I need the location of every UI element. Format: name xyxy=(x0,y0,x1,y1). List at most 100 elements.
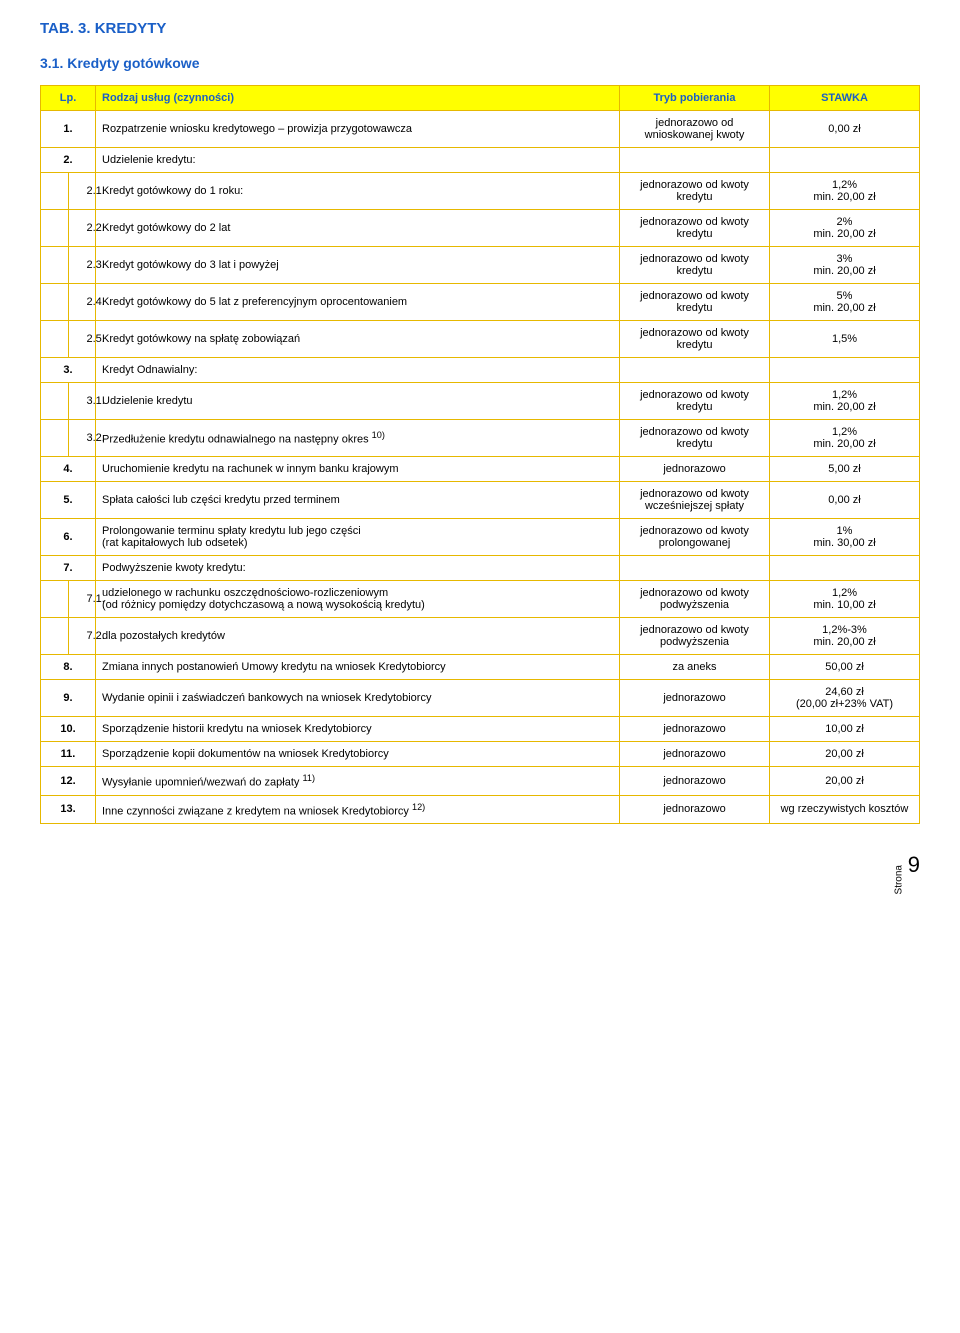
cell-rate: 5%min. 20,00 zł xyxy=(770,284,920,321)
table-row: 2.1.Kredyt gotówkowy do 1 roku:jednorazo… xyxy=(41,173,920,210)
cell-rate: 0,00 zł xyxy=(770,482,920,519)
cell-lp-blank xyxy=(41,420,69,457)
cell-lp-blank xyxy=(41,581,69,618)
cell-rate: 1,2%min. 20,00 zł xyxy=(770,383,920,420)
cell-desc: Kredyt gotówkowy do 1 roku: xyxy=(96,173,620,210)
cell-sub-lp: 7.1. xyxy=(68,581,96,618)
table-row: 3.Kredyt Odnawialny: xyxy=(41,358,920,383)
cell-mode xyxy=(620,148,770,173)
cell-mode xyxy=(620,358,770,383)
cell-desc: Przedłużenie kredytu odnawialnego na nas… xyxy=(96,420,620,457)
cell-sub-lp: 2.5. xyxy=(68,321,96,358)
table-row: 2.4.Kredyt gotówkowy do 5 lat z preferen… xyxy=(41,284,920,321)
cell-lp-blank xyxy=(41,618,69,655)
header-lp: Lp. xyxy=(41,86,96,111)
table-row: 2.3.Kredyt gotówkowy do 3 lat i powyżejj… xyxy=(41,247,920,284)
cell-mode: jednorazowo xyxy=(620,767,770,796)
table-row: 7.2.dla pozostałych kredytówjednorazowo … xyxy=(41,618,920,655)
fees-table: Lp. Rodzaj usług (czynności) Tryb pobier… xyxy=(40,85,920,824)
cell-mode: jednorazowo od kwoty podwyższenia xyxy=(620,581,770,618)
table-row: 7.1.udzielonego w rachunku oszczędnościo… xyxy=(41,581,920,618)
cell-mode: jednorazowo od kwoty kredytu xyxy=(620,284,770,321)
cell-desc: Sporządzenie historii kredytu na wniosek… xyxy=(96,717,620,742)
cell-lp: 12. xyxy=(41,767,96,796)
cell-desc: Kredyt Odnawialny: xyxy=(96,358,620,383)
section-title: 3.1. Kredyty gotówkowe xyxy=(40,55,920,71)
cell-lp: 7. xyxy=(41,556,96,581)
cell-rate: 0,00 zł xyxy=(770,111,920,148)
table-row: 5.Spłata całości lub części kredytu prze… xyxy=(41,482,920,519)
cell-lp: 10. xyxy=(41,717,96,742)
table-row: 2.2.Kredyt gotówkowy do 2 latjednorazowo… xyxy=(41,210,920,247)
cell-rate: 1,2%-3%min. 20,00 zł xyxy=(770,618,920,655)
cell-lp: 6. xyxy=(41,519,96,556)
cell-mode: jednorazowo xyxy=(620,457,770,482)
table-row: 7.Podwyższenie kwoty kredytu: xyxy=(41,556,920,581)
cell-rate: 20,00 zł xyxy=(770,742,920,767)
cell-lp: 13. xyxy=(41,795,96,824)
cell-rate: 3%min. 20,00 zł xyxy=(770,247,920,284)
table-row: 2.Udzielenie kredytu: xyxy=(41,148,920,173)
cell-sub-lp: 2.3. xyxy=(68,247,96,284)
cell-rate: 1%min. 30,00 zł xyxy=(770,519,920,556)
table-row: 3.1.Udzielenie kredytujednorazowo od kwo… xyxy=(41,383,920,420)
table-row: 1.Rozpatrzenie wniosku kredytowego – pro… xyxy=(41,111,920,148)
cell-mode: jednorazowo xyxy=(620,742,770,767)
cell-mode: jednorazowo od kwoty prolongowanej xyxy=(620,519,770,556)
cell-desc: Zmiana innych postanowień Umowy kredytu … xyxy=(96,655,620,680)
cell-lp: 9. xyxy=(41,680,96,717)
cell-desc: Sporządzenie kopii dokumentów na wniosek… xyxy=(96,742,620,767)
cell-rate: 50,00 zł xyxy=(770,655,920,680)
table-row: 11.Sporządzenie kopii dokumentów na wnio… xyxy=(41,742,920,767)
cell-desc: Wydanie opinii i zaświadczeń bankowych n… xyxy=(96,680,620,717)
cell-rate: 5,00 zł xyxy=(770,457,920,482)
cell-mode: jednorazowo od kwoty kredytu xyxy=(620,383,770,420)
cell-rate: 10,00 zł xyxy=(770,717,920,742)
cell-lp: 1. xyxy=(41,111,96,148)
cell-sub-lp: 7.2. xyxy=(68,618,96,655)
table-row: 2.5.Kredyt gotówkowy na spłatę zobowiąza… xyxy=(41,321,920,358)
cell-desc: Kredyt gotówkowy na spłatę zobowiązań xyxy=(96,321,620,358)
cell-sub-lp: 3.1. xyxy=(68,383,96,420)
cell-desc: Kredyt gotówkowy do 3 lat i powyżej xyxy=(96,247,620,284)
cell-mode: jednorazowo od kwoty kredytu xyxy=(620,321,770,358)
cell-mode: jednorazowo od kwoty kredytu xyxy=(620,173,770,210)
cell-mode: jednorazowo od kwoty kredytu xyxy=(620,420,770,457)
cell-rate xyxy=(770,358,920,383)
cell-mode: za aneks xyxy=(620,655,770,680)
cell-lp-blank xyxy=(41,173,69,210)
cell-lp: 2. xyxy=(41,148,96,173)
cell-lp-blank xyxy=(41,210,69,247)
cell-rate: 1,2%min. 20,00 zł xyxy=(770,173,920,210)
cell-lp-blank xyxy=(41,284,69,321)
cell-sub-lp: 2.4. xyxy=(68,284,96,321)
cell-rate: 24,60 zł(20,00 zł+23% VAT) xyxy=(770,680,920,717)
cell-desc: Podwyższenie kwoty kredytu: xyxy=(96,556,620,581)
cell-sub-lp: 2.2. xyxy=(68,210,96,247)
cell-mode xyxy=(620,556,770,581)
cell-lp: 11. xyxy=(41,742,96,767)
header-mode: Tryb pobierania xyxy=(620,86,770,111)
cell-lp: 3. xyxy=(41,358,96,383)
cell-desc: Inne czynności związane z kredytem na wn… xyxy=(96,795,620,824)
cell-desc: Kredyt gotówkowy do 2 lat xyxy=(96,210,620,247)
table-header-row: Lp. Rodzaj usług (czynności) Tryb pobier… xyxy=(41,86,920,111)
tab-title: TAB. 3. KREDYTY xyxy=(40,20,920,37)
table-row: 9.Wydanie opinii i zaświadczeń bankowych… xyxy=(41,680,920,717)
table-row: 13.Inne czynności związane z kredytem na… xyxy=(41,795,920,824)
table-row: 10.Sporządzenie historii kredytu na wnio… xyxy=(41,717,920,742)
page-footer: Strona 9 xyxy=(40,852,920,878)
cell-lp-blank xyxy=(41,321,69,358)
cell-lp: 4. xyxy=(41,457,96,482)
cell-desc: Rozpatrzenie wniosku kredytowego – prowi… xyxy=(96,111,620,148)
cell-mode: jednorazowo od kwoty podwyższenia xyxy=(620,618,770,655)
cell-rate: 1,2%min. 20,00 zł xyxy=(770,420,920,457)
cell-mode: jednorazowo od wnioskowanej kwoty xyxy=(620,111,770,148)
cell-rate: 2%min. 20,00 zł xyxy=(770,210,920,247)
cell-desc: Udzielenie kredytu xyxy=(96,383,620,420)
cell-mode: jednorazowo od kwoty wcześniejszej spłat… xyxy=(620,482,770,519)
cell-sub-lp: 2.1. xyxy=(68,173,96,210)
cell-lp-blank xyxy=(41,383,69,420)
cell-desc: Kredyt gotówkowy do 5 lat z preferencyjn… xyxy=(96,284,620,321)
cell-rate: 1,5% xyxy=(770,321,920,358)
